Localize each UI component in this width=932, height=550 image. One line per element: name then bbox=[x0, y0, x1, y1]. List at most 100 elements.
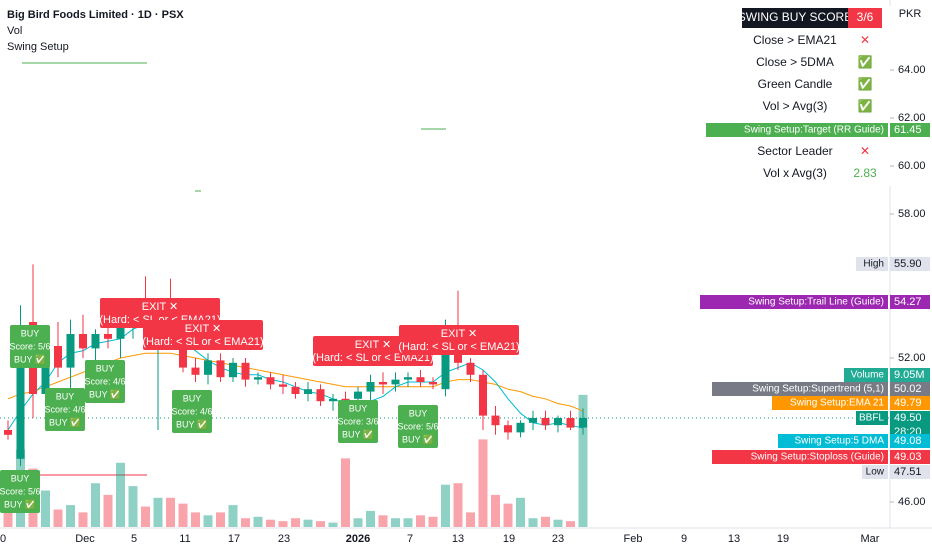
signal-text: EXIT ✕ bbox=[441, 328, 478, 340]
signal-box bbox=[0, 470, 40, 513]
price-label-value: 49.08 bbox=[894, 435, 922, 447]
x-tick-label: 23 bbox=[552, 533, 564, 545]
candle-body bbox=[116, 326, 125, 339]
price-axis: 64.00 62.00 60.00 58.00 52.00 46.00 Swing Setu… bbox=[700, 64, 930, 508]
table-background bbox=[742, 6, 892, 186]
price-label-name: Low bbox=[866, 467, 885, 478]
candle-body bbox=[579, 418, 587, 428]
x-tick-label: 7 bbox=[407, 533, 413, 545]
signal-text: Score: 5/6 bbox=[9, 341, 50, 351]
candle-body bbox=[466, 362, 475, 375]
x-tick-label: 19 bbox=[777, 533, 789, 545]
signal-box bbox=[45, 388, 85, 431]
price-label-name-box bbox=[844, 368, 888, 382]
candle-body bbox=[529, 418, 537, 423]
volume-bar bbox=[541, 516, 550, 527]
x-tick-label: 13 bbox=[452, 533, 464, 545]
signal-text: BUY ✅ bbox=[4, 498, 36, 509]
price-label-box bbox=[890, 368, 930, 382]
signal-text: Score: 4/6 bbox=[84, 376, 125, 386]
indicator-name: Swing Setup bbox=[7, 41, 69, 53]
volume-bar bbox=[41, 490, 50, 527]
volume-bar bbox=[503, 503, 513, 527]
price-label-name: Swing Setup:Supertrend (5,1) bbox=[752, 384, 884, 395]
volume-bar bbox=[241, 518, 250, 527]
volume-bar bbox=[353, 518, 363, 527]
candle-body bbox=[554, 418, 562, 426]
candle-body bbox=[504, 425, 512, 433]
price-label-value: 54.27 bbox=[894, 296, 922, 308]
signal-text: (Hard: < SL or < EMA21) bbox=[142, 336, 263, 348]
x-tick-label: 23 bbox=[278, 533, 290, 545]
x-tick-label: 17 bbox=[228, 533, 240, 545]
price-label-name-box bbox=[856, 411, 888, 425]
candle-body bbox=[241, 362, 250, 380]
candle-body bbox=[266, 377, 275, 385]
signals: BUY Score: 5/6 BUY ✅ BUY Score: 4/6 BUY ✅ BUY S… bbox=[0, 298, 520, 513]
table-status: ✅ bbox=[858, 55, 873, 69]
volume-bar bbox=[466, 512, 475, 527]
price-label-name-box bbox=[712, 382, 888, 396]
volume-bar bbox=[53, 509, 63, 527]
signal-text: (Hard: < SL or < EMA21) bbox=[398, 341, 519, 353]
table-status: ✅ bbox=[858, 99, 873, 113]
signal-text: BUY bbox=[409, 408, 428, 418]
price-label-box bbox=[890, 465, 930, 479]
price-label-name-box bbox=[772, 396, 888, 410]
candle-body bbox=[279, 384, 287, 387]
candle-body bbox=[304, 389, 312, 394]
candle-body bbox=[216, 360, 225, 378]
y-tick-label: 46.00 bbox=[898, 496, 926, 508]
volume-bar bbox=[478, 439, 488, 527]
signal-text: BUY bbox=[21, 328, 40, 338]
volume-bar bbox=[216, 512, 225, 527]
price-label-value: 9.05M bbox=[894, 369, 925, 381]
candle-body bbox=[329, 398, 337, 402]
candle-body bbox=[229, 362, 237, 378]
volume-bar bbox=[303, 519, 313, 527]
signal-text: BUY bbox=[11, 473, 30, 483]
candle-body bbox=[291, 386, 300, 394]
x-tick-label: 9 bbox=[681, 533, 687, 545]
candle-body bbox=[366, 382, 375, 392]
volume-bar bbox=[441, 484, 450, 527]
volume-bar bbox=[266, 519, 275, 527]
volume-bar bbox=[416, 515, 425, 527]
volume-bar bbox=[203, 515, 213, 527]
table-label: Vol > Avg(3) bbox=[763, 99, 828, 113]
volume-bar bbox=[316, 521, 325, 527]
signal-text: BUY ✅ bbox=[342, 428, 374, 439]
volume-bar bbox=[153, 497, 163, 527]
price-label-box bbox=[890, 295, 930, 309]
signal-text: EXIT ✕ bbox=[355, 339, 392, 351]
signal-text: Score: 5/6 bbox=[0, 486, 41, 496]
volume-bar bbox=[578, 394, 588, 527]
volume-bar bbox=[191, 512, 200, 527]
price-label-box bbox=[890, 450, 930, 464]
table-header bbox=[742, 8, 848, 28]
signal-text: BUY bbox=[349, 403, 368, 413]
candle-body bbox=[404, 377, 412, 380]
volume-bar bbox=[341, 458, 350, 527]
signal-text: BUY ✅ bbox=[49, 416, 81, 427]
x-tick-label: Dec bbox=[75, 533, 95, 545]
volume-bar bbox=[453, 483, 463, 527]
volume-bar bbox=[141, 506, 150, 527]
volume-bar bbox=[491, 494, 500, 527]
price-label-name: Swing Setup:Target (RR Guide) bbox=[744, 125, 884, 136]
candle-body bbox=[541, 418, 550, 426]
candle-body bbox=[204, 360, 212, 375]
table-status: ✕ bbox=[860, 144, 870, 158]
candle-body bbox=[191, 367, 200, 375]
chart-title: Big Bird Foods Limited · 1D · PSX bbox=[7, 9, 184, 21]
x-tick-label: 2026 bbox=[346, 533, 370, 545]
y-tick-label: 60.00 bbox=[898, 160, 926, 172]
candle-body bbox=[54, 346, 62, 368]
price-label-box bbox=[890, 434, 930, 448]
table-status: ✕ bbox=[860, 33, 870, 47]
signal-box bbox=[172, 390, 212, 433]
signal-box bbox=[338, 400, 378, 443]
signal-box bbox=[10, 325, 50, 368]
price-label-name: Swing Setup:EMA 21 bbox=[790, 398, 884, 409]
candle-body bbox=[16, 329, 25, 459]
